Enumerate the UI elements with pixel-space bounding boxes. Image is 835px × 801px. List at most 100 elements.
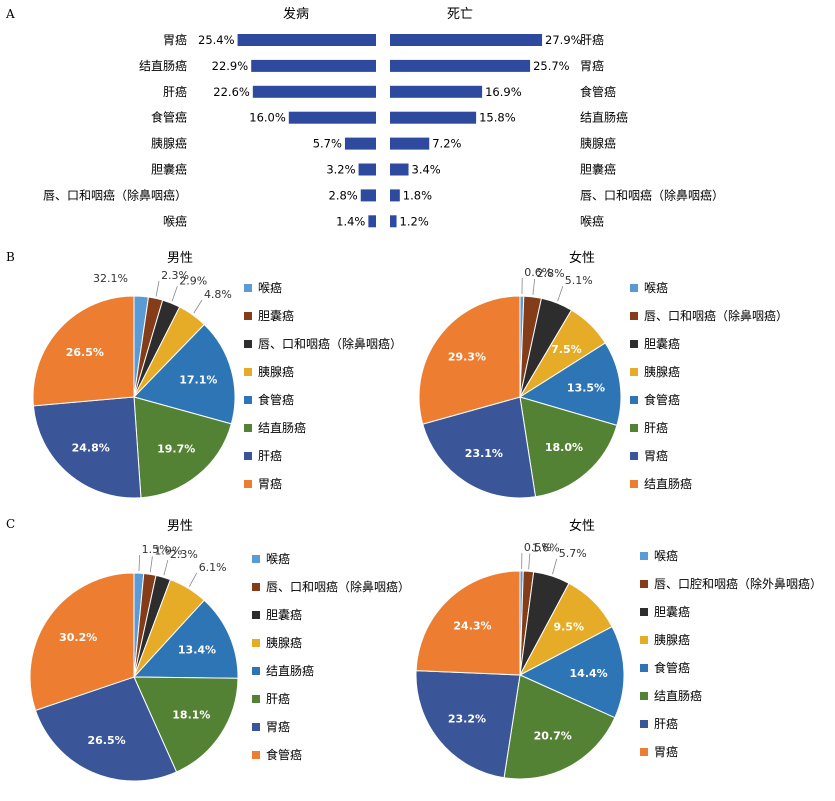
- pie-slice: [518, 626, 625, 719]
- bar-right: [390, 163, 409, 176]
- pie-slice-label: 14.4%: [570, 667, 608, 680]
- pie-slice: [519, 396, 618, 498]
- legend-swatch: [252, 667, 260, 675]
- legend-entry: 结直肠癌: [266, 663, 314, 678]
- pie-slice: [415, 670, 521, 779]
- pie-slice-label: 1.9%: [154, 544, 182, 557]
- legend-entry: 唇、口和咽癌（除鼻咽癌）: [266, 579, 410, 594]
- pie-slice-label: 0.6%: [524, 266, 552, 279]
- bar-left-value-label: 22.6%: [213, 85, 250, 99]
- legend-swatch: [244, 368, 252, 376]
- bar-left-category: 食管癌: [151, 110, 187, 125]
- bar-left-value-label: 25.4%: [198, 33, 235, 47]
- legend-swatch: [630, 480, 638, 488]
- legend-entry: 喉癌: [654, 548, 678, 563]
- legend-entry: 食管癌: [266, 747, 302, 762]
- bar-right-category: 肝癌: [580, 32, 604, 47]
- pie-title: 男性: [167, 519, 193, 534]
- bar-right-category: 唇、口和咽癌（除鼻咽癌）: [580, 187, 724, 202]
- pie-leader-line: [552, 558, 558, 575]
- panel-label-a: A: [5, 7, 15, 21]
- bar-left: [360, 189, 376, 202]
- bar-right: [390, 189, 400, 202]
- bar-right-value-label: 15.8%: [479, 111, 516, 125]
- bar-left-category: 结直肠癌: [139, 58, 187, 73]
- legend-entry: 肝癌: [258, 448, 282, 463]
- bar-left-value-label: 16.0%: [249, 111, 286, 125]
- pie-leader-line: [189, 572, 198, 587]
- pie-leader-line: [557, 286, 564, 302]
- legend-entry: 肝癌: [266, 691, 290, 706]
- pie-leader-line: [528, 553, 531, 570]
- pie-slice-label: 13.5%: [567, 382, 605, 395]
- legend-entry: 胰腺癌: [258, 364, 294, 379]
- pie-slice-label: 0.5%: [524, 541, 552, 554]
- bar-right-category: 喉癌: [580, 213, 604, 228]
- bar-right-title: 死亡: [447, 7, 473, 22]
- pie-slice-label: 24.8%: [72, 442, 110, 455]
- pie-slice: [418, 295, 521, 425]
- pie-slice-label: 26.5%: [66, 346, 104, 359]
- legend-swatch: [630, 424, 638, 432]
- legend-entry: 喉癌: [258, 280, 282, 295]
- bar-left: [358, 163, 376, 176]
- legend-swatch: [630, 284, 638, 292]
- legend-swatch: [252, 695, 260, 703]
- pie-slice: [29, 572, 135, 712]
- pie-slice: [415, 570, 521, 676]
- legend-swatch: [630, 340, 638, 348]
- legend-entry: 胃癌: [266, 719, 290, 734]
- bar-left-category: 喉癌: [163, 213, 187, 228]
- pie-slice-label: 2.3%: [161, 269, 189, 282]
- bar-left: [344, 137, 376, 150]
- bar-right: [390, 215, 397, 228]
- legend-swatch: [244, 396, 252, 404]
- bar-right: [390, 85, 483, 98]
- legend-swatch: [244, 312, 252, 320]
- pie-slice-label: 24.3%: [453, 619, 491, 632]
- legend-entry: 胆囊癌: [644, 336, 680, 351]
- legend-entry: 胰腺癌: [654, 632, 690, 647]
- pie-slice: [32, 396, 142, 499]
- legend-swatch: [244, 424, 252, 432]
- legend-swatch: [244, 452, 252, 460]
- pie-slice-label: 29.3%: [448, 351, 486, 364]
- legend-swatch: [640, 720, 648, 728]
- bar-left-value-label: 5.7%: [313, 137, 342, 151]
- bar-left: [237, 34, 376, 46]
- legend-entry: 胰腺癌: [266, 635, 302, 650]
- legend-entry: 胃癌: [644, 448, 668, 463]
- legend-swatch: [252, 723, 260, 731]
- legend-swatch: [630, 452, 638, 460]
- bar-right-value-label: 27.9%: [545, 33, 582, 47]
- pie-slice-label: 23.1%: [465, 447, 503, 460]
- legend-swatch: [244, 340, 252, 348]
- bar-right: [390, 34, 543, 46]
- legend-entry: 结直肠癌: [258, 420, 306, 435]
- pie-slice-label: 20.7%: [534, 729, 572, 742]
- pie-extra-label: 32.1%: [93, 272, 128, 285]
- pie-charts: 男性2.3%2.9%4.8%17.1%19.7%24.8%26.5%32.1%喉…: [29, 250, 822, 782]
- pie-slice-label: 1.5%: [142, 543, 170, 556]
- legend-swatch: [640, 748, 648, 756]
- back-to-back-bar-chart: 发病 死亡 胃癌 25.4% 结直肠癌 22.9% 肝癌 22.6% 食管癌 16.0% 胰腺癌…: [43, 6, 724, 228]
- pie-slice-label: 6.1%: [199, 561, 227, 574]
- legend-entry: 胃癌: [258, 476, 282, 491]
- legend-swatch: [640, 608, 648, 616]
- pie-leader-line: [155, 280, 160, 297]
- pie-chart: 男性 1.5%1.9%2.3%6.1% 13.4% 18.1% 26.5% 30.2% 喉癌…: [29, 519, 410, 782]
- pie-title: 女性: [569, 250, 595, 266]
- bar-right: [390, 59, 531, 72]
- pie-slice-label: 13.4%: [178, 644, 216, 657]
- pie-slice: [32, 295, 135, 407]
- legend-swatch: [252, 639, 260, 647]
- bar-right-category: 结直肠癌: [580, 110, 628, 125]
- pie-slice: [133, 323, 236, 425]
- pie-chart: 男性 2.3%2.9%4.8% 17.1% 19.7% 24.8% 26.5% 32.1% 喉…: [32, 251, 402, 499]
- pie-title: 女性: [569, 518, 595, 534]
- bar-right-value-label: 1.2%: [400, 214, 429, 228]
- bar-left-value-label: 1.4%: [336, 214, 365, 228]
- bar-left-category: 胰腺癌: [151, 136, 187, 151]
- legend-swatch: [252, 583, 260, 591]
- legend-entry: 肝癌: [654, 716, 678, 731]
